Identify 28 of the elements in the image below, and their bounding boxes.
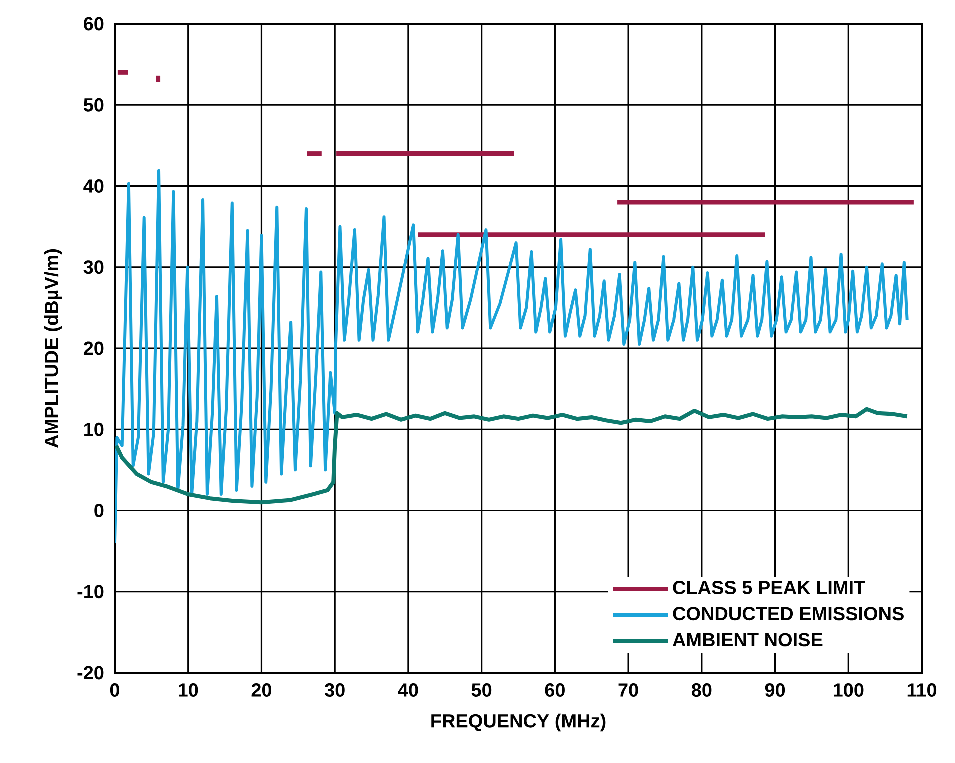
y-tick-label: 0 <box>94 504 104 518</box>
line-series <box>115 407 910 505</box>
legend-label: AMBIENT NOISE <box>672 633 823 647</box>
y-tick-label: 50 <box>84 98 104 112</box>
x-tick-label: 90 <box>765 684 786 697</box>
x-tick-label: 110 <box>908 684 937 697</box>
x-tick-label: 30 <box>324 684 345 698</box>
y-tick-label: 10 <box>84 422 104 436</box>
y-tick-label: 20 <box>84 342 104 356</box>
x-tick-label: 0 <box>110 684 120 697</box>
legend-label: CLASS 5 PEAK LIMIT <box>673 581 866 594</box>
x-tick-label: 100 <box>834 684 864 697</box>
y-tick-label: 40 <box>84 180 104 193</box>
x-tick-label: 10 <box>179 684 198 697</box>
y-tick-label: 60 <box>84 17 104 31</box>
x-tick-label: 70 <box>618 684 638 697</box>
y-tick-label: 30 <box>84 260 104 274</box>
x-tick-label: 40 <box>398 684 418 697</box>
x-tick-label: 80 <box>692 684 712 697</box>
y-axis-title: AMPLITUDE (dBµV/m) <box>44 250 62 448</box>
x-tick-label: 50 <box>472 684 492 697</box>
legend-label: CONDUCTED EMISSIONS <box>673 607 904 621</box>
y-tick-label: -10 <box>78 585 104 599</box>
x-axis-title: FREQUENCY (MHz) <box>432 714 606 732</box>
y-tick-label: -20 <box>78 666 104 680</box>
x-tick-label: 60 <box>545 684 565 697</box>
x-tick-label: 20 <box>252 684 272 697</box>
line-series <box>115 169 909 545</box>
